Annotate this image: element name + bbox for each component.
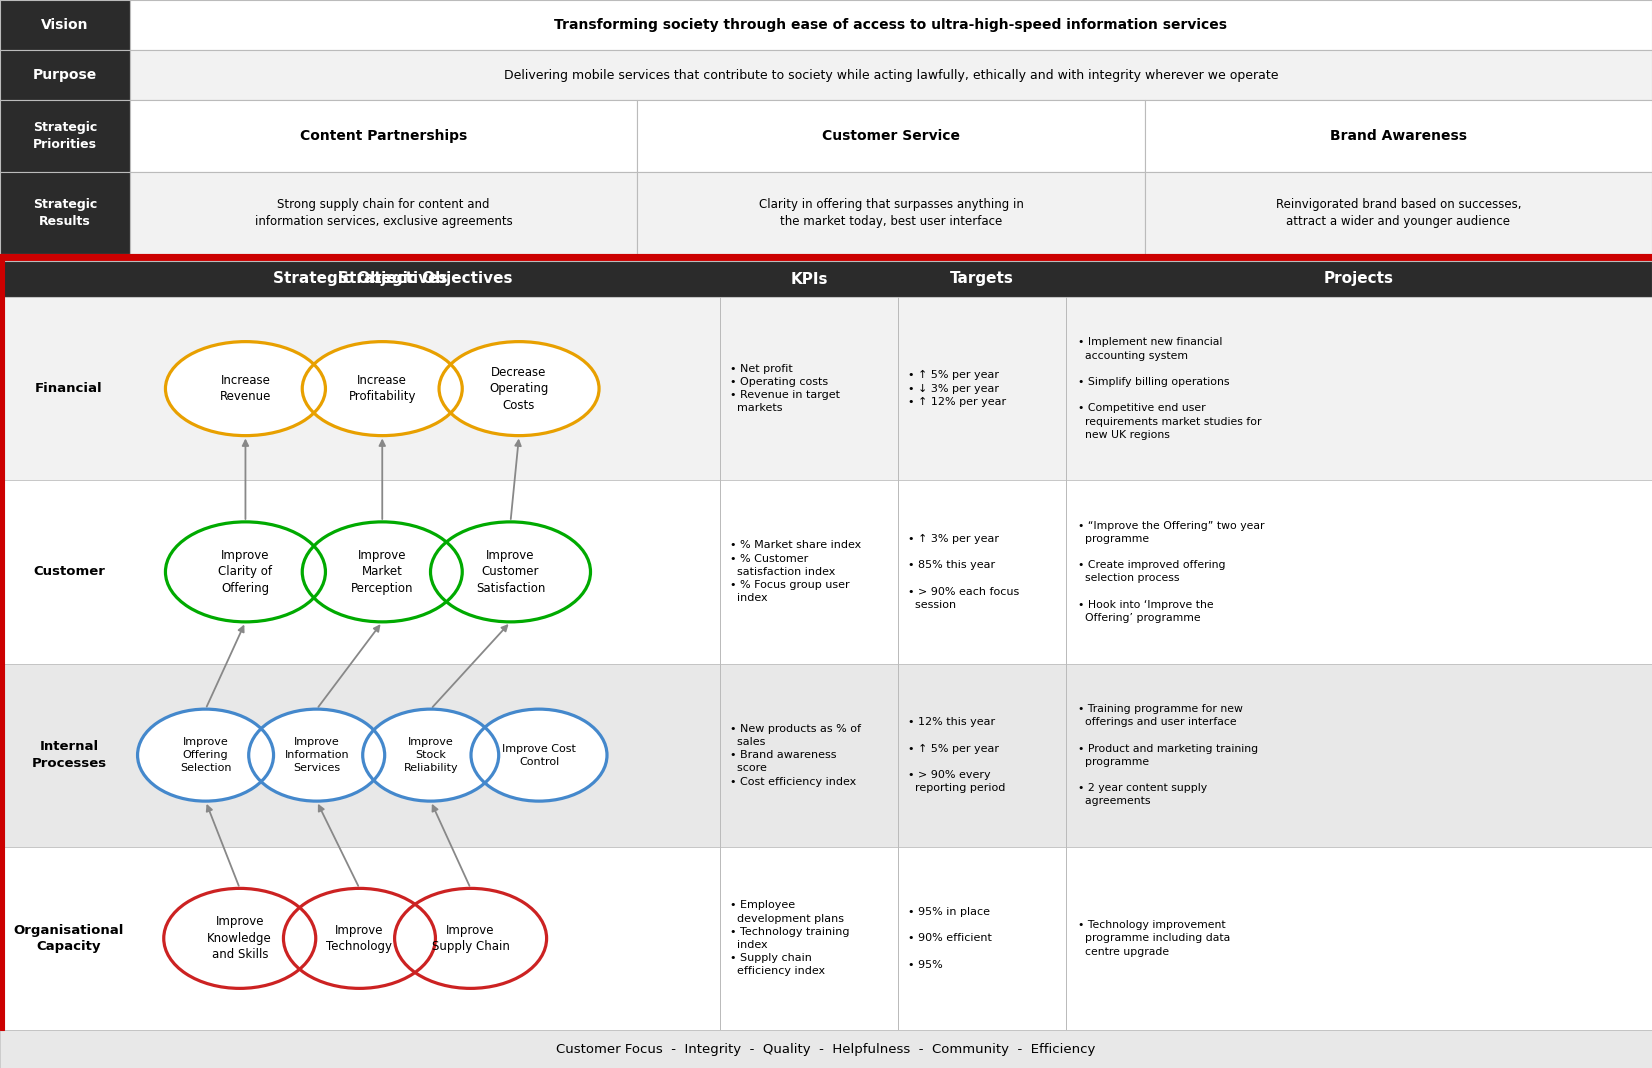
Text: Projects: Projects — [1323, 271, 1394, 286]
Ellipse shape — [249, 709, 385, 801]
Ellipse shape — [363, 709, 499, 801]
Text: Improve
Knowledge
and Skills: Improve Knowledge and Skills — [208, 915, 273, 961]
Ellipse shape — [165, 342, 325, 436]
Text: • Technology improvement
  programme including data
  centre upgrade: • Technology improvement programme inclu… — [1079, 921, 1231, 957]
Text: • 95% in place

• 90% efficient

• 95%: • 95% in place • 90% efficient • 95% — [909, 907, 991, 970]
Text: Customer Focus  -  Integrity  -  Quality  -  Helpfulness  -  Community  -  Effic: Customer Focus - Integrity - Quality - H… — [557, 1042, 1095, 1055]
Text: Brand Awareness: Brand Awareness — [1330, 129, 1467, 143]
Ellipse shape — [284, 889, 436, 988]
Text: Decrease
Operating
Costs: Decrease Operating Costs — [489, 365, 548, 411]
Text: Organisational
Capacity: Organisational Capacity — [13, 924, 124, 953]
Bar — [131, 50, 1652, 100]
Bar — [0, 1030, 1652, 1068]
Ellipse shape — [165, 522, 325, 622]
Text: Strategic
Results: Strategic Results — [33, 199, 97, 227]
Text: Customer Service: Customer Service — [823, 129, 960, 143]
Text: KPIs: KPIs — [790, 271, 828, 286]
Text: Improve Cost
Control: Improve Cost Control — [502, 743, 577, 767]
Text: • ↑ 3% per year

• 85% this year

• > 90% each focus
  session: • ↑ 3% per year • 85% this year • > 90% … — [909, 534, 1019, 610]
Ellipse shape — [395, 889, 547, 988]
Text: Improve
Market
Perception: Improve Market Perception — [350, 549, 413, 595]
Bar — [0, 847, 1652, 1030]
Bar — [0, 297, 1652, 481]
Text: Targets: Targets — [950, 271, 1014, 286]
Text: Transforming society through ease of access to ultra-high-speed information serv: Transforming society through ease of acc… — [555, 18, 1227, 32]
Bar — [131, 100, 638, 172]
Bar — [0, 254, 1652, 261]
Bar — [1145, 172, 1652, 254]
Text: Improve
Customer
Satisfaction: Improve Customer Satisfaction — [476, 549, 545, 595]
Text: Content Partnerships: Content Partnerships — [301, 129, 468, 143]
Text: • ↑ 5% per year
• ↓ 3% per year
• ↑ 12% per year: • ↑ 5% per year • ↓ 3% per year • ↑ 12% … — [909, 371, 1006, 407]
Bar — [0, 100, 131, 172]
Text: Increase
Profitability: Increase Profitability — [349, 374, 416, 404]
Text: • Employee
  development plans
• Technology training
  index
• Supply chain
  ef: • Employee development plans • Technolog… — [730, 900, 849, 976]
Ellipse shape — [164, 889, 316, 988]
Text: Improve
Offering
Selection: Improve Offering Selection — [180, 737, 231, 773]
Text: Financial: Financial — [35, 382, 102, 395]
Ellipse shape — [471, 709, 606, 801]
Bar — [0, 481, 1652, 663]
Text: Vision: Vision — [41, 18, 89, 32]
Bar — [0, 0, 131, 50]
Text: Strong supply chain for content and
information services, exclusive agreements: Strong supply chain for content and info… — [254, 199, 512, 227]
Text: Strategic Objectives: Strategic Objectives — [273, 271, 448, 286]
Text: • Net profit
• Operating costs
• Revenue in target
  markets: • Net profit • Operating costs • Revenue… — [730, 364, 839, 413]
Ellipse shape — [431, 522, 590, 622]
Bar — [0, 254, 3, 1030]
Text: Improve
Clarity of
Offering: Improve Clarity of Offering — [218, 549, 273, 595]
Ellipse shape — [302, 522, 463, 622]
Bar — [1145, 100, 1652, 172]
Text: Delivering mobile services that contribute to society while acting lawfully, eth: Delivering mobile services that contribu… — [504, 68, 1279, 81]
Text: • Training programme for new
  offerings and user interface

• Product and marke: • Training programme for new offerings a… — [1079, 704, 1259, 806]
Text: • New products as % of
  sales
• Brand awareness
  score
• Cost efficiency index: • New products as % of sales • Brand awa… — [730, 724, 861, 786]
Text: • 12% this year

• ↑ 5% per year

• > 90% every
  reporting period: • 12% this year • ↑ 5% per year • > 90% … — [909, 717, 1006, 794]
Text: Strategic Objectives: Strategic Objectives — [337, 271, 512, 286]
Text: Reinvigorated brand based on successes,
attract a wider and younger audience: Reinvigorated brand based on successes, … — [1275, 199, 1521, 227]
Bar — [0, 261, 1652, 297]
Text: Improve
Information
Services: Improve Information Services — [284, 737, 349, 773]
Bar — [131, 172, 638, 254]
Text: Improve
Supply Chain: Improve Supply Chain — [431, 924, 509, 953]
Text: Purpose: Purpose — [33, 68, 97, 82]
Bar — [131, 0, 1652, 50]
Bar — [0, 663, 1652, 847]
Text: Increase
Revenue: Increase Revenue — [220, 374, 271, 404]
Bar — [638, 172, 1145, 254]
Bar — [0, 50, 131, 100]
Text: Improve
Stock
Reliability: Improve Stock Reliability — [403, 737, 458, 773]
Ellipse shape — [439, 342, 600, 436]
Ellipse shape — [302, 342, 463, 436]
Text: • % Market share index
• % Customer
  satisfaction index
• % Focus group user
  : • % Market share index • % Customer sati… — [730, 540, 861, 603]
Text: Improve
Technology: Improve Technology — [327, 924, 393, 953]
Text: Clarity in offering that surpasses anything in
the market today, best user inter: Clarity in offering that surpasses anyth… — [758, 199, 1024, 227]
Text: Customer: Customer — [33, 565, 106, 579]
Ellipse shape — [137, 709, 274, 801]
Text: • Implement new financial
  accounting system

• Simplify billing operations

• : • Implement new financial accounting sys… — [1079, 337, 1262, 440]
Text: • “Improve the Offering” two year
  programme

• Create improved offering
  sele: • “Improve the Offering” two year progra… — [1079, 521, 1264, 623]
Bar — [638, 100, 1145, 172]
Bar — [0, 172, 131, 254]
Text: Internal
Processes: Internal Processes — [31, 740, 107, 770]
Text: Strategic
Priorities: Strategic Priorities — [33, 122, 97, 151]
